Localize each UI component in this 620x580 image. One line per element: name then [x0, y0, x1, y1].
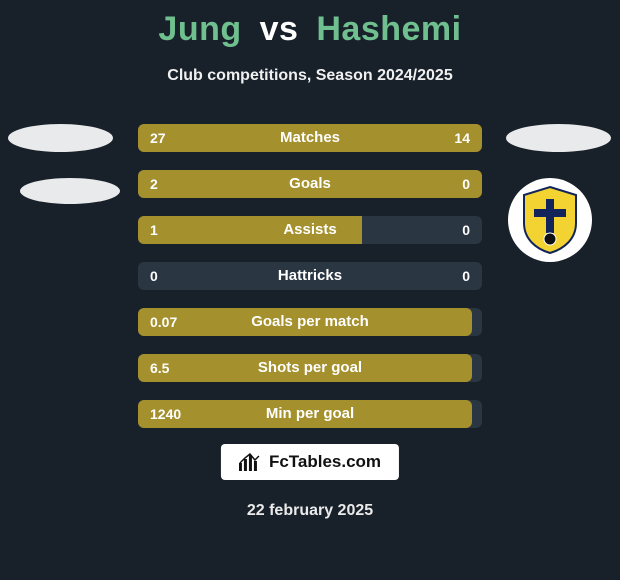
stat-value-left: 0 — [150, 262, 158, 290]
stat-label: Goals per match — [138, 308, 482, 336]
stat-label: Assists — [138, 216, 482, 244]
stat-label: Goals — [138, 170, 482, 198]
stat-label: Hattricks — [138, 262, 482, 290]
stat-row: Matches27 14 — [138, 124, 482, 152]
stat-value-right: 0 — [462, 262, 470, 290]
stat-row: Hattricks0 0 — [138, 262, 482, 290]
bar-chart-icon — [239, 453, 261, 471]
page-title: Jung vs Hashemi — [0, 0, 620, 49]
stat-row: Min per goal1240 — [138, 400, 482, 428]
stat-value-left: 0.07 — [150, 308, 177, 336]
stat-value-right: 0 — [462, 216, 470, 244]
club-crest — [508, 178, 592, 262]
stat-value-left: 27 — [150, 124, 166, 152]
club-left-ellipse-1 — [8, 124, 113, 152]
stat-value-left: 2 — [150, 170, 158, 198]
stat-row: Goals per match0.07 — [138, 308, 482, 336]
branding-text: FcTables.com — [269, 452, 381, 472]
stat-row: Assists1 0 — [138, 216, 482, 244]
branding-badge: FcTables.com — [221, 444, 399, 480]
player1-name: Jung — [158, 10, 241, 48]
stat-label: Min per goal — [138, 400, 482, 428]
player2-name: Hashemi — [316, 10, 461, 48]
subtitle: Club competitions, Season 2024/2025 — [0, 67, 620, 85]
club-left-ellipse-2 — [20, 178, 120, 204]
stat-value-right: 0 — [462, 170, 470, 198]
date-text: 22 february 2025 — [0, 502, 620, 520]
stats-container: Matches2714Goals20Assists10Hattricks00Go… — [138, 124, 482, 446]
shield-icon — [520, 185, 580, 255]
stat-label: Shots per goal — [138, 354, 482, 382]
stat-value-left: 6.5 — [150, 354, 169, 382]
stat-label: Matches — [138, 124, 482, 152]
club-right-ellipse-1 — [506, 124, 611, 152]
stat-value-right: 14 — [454, 124, 470, 152]
stat-row: Shots per goal6.5 — [138, 354, 482, 382]
stat-value-left: 1 — [150, 216, 158, 244]
title-vs: vs — [260, 10, 299, 48]
stat-value-left: 1240 — [150, 400, 181, 428]
stat-row: Goals2 0 — [138, 170, 482, 198]
